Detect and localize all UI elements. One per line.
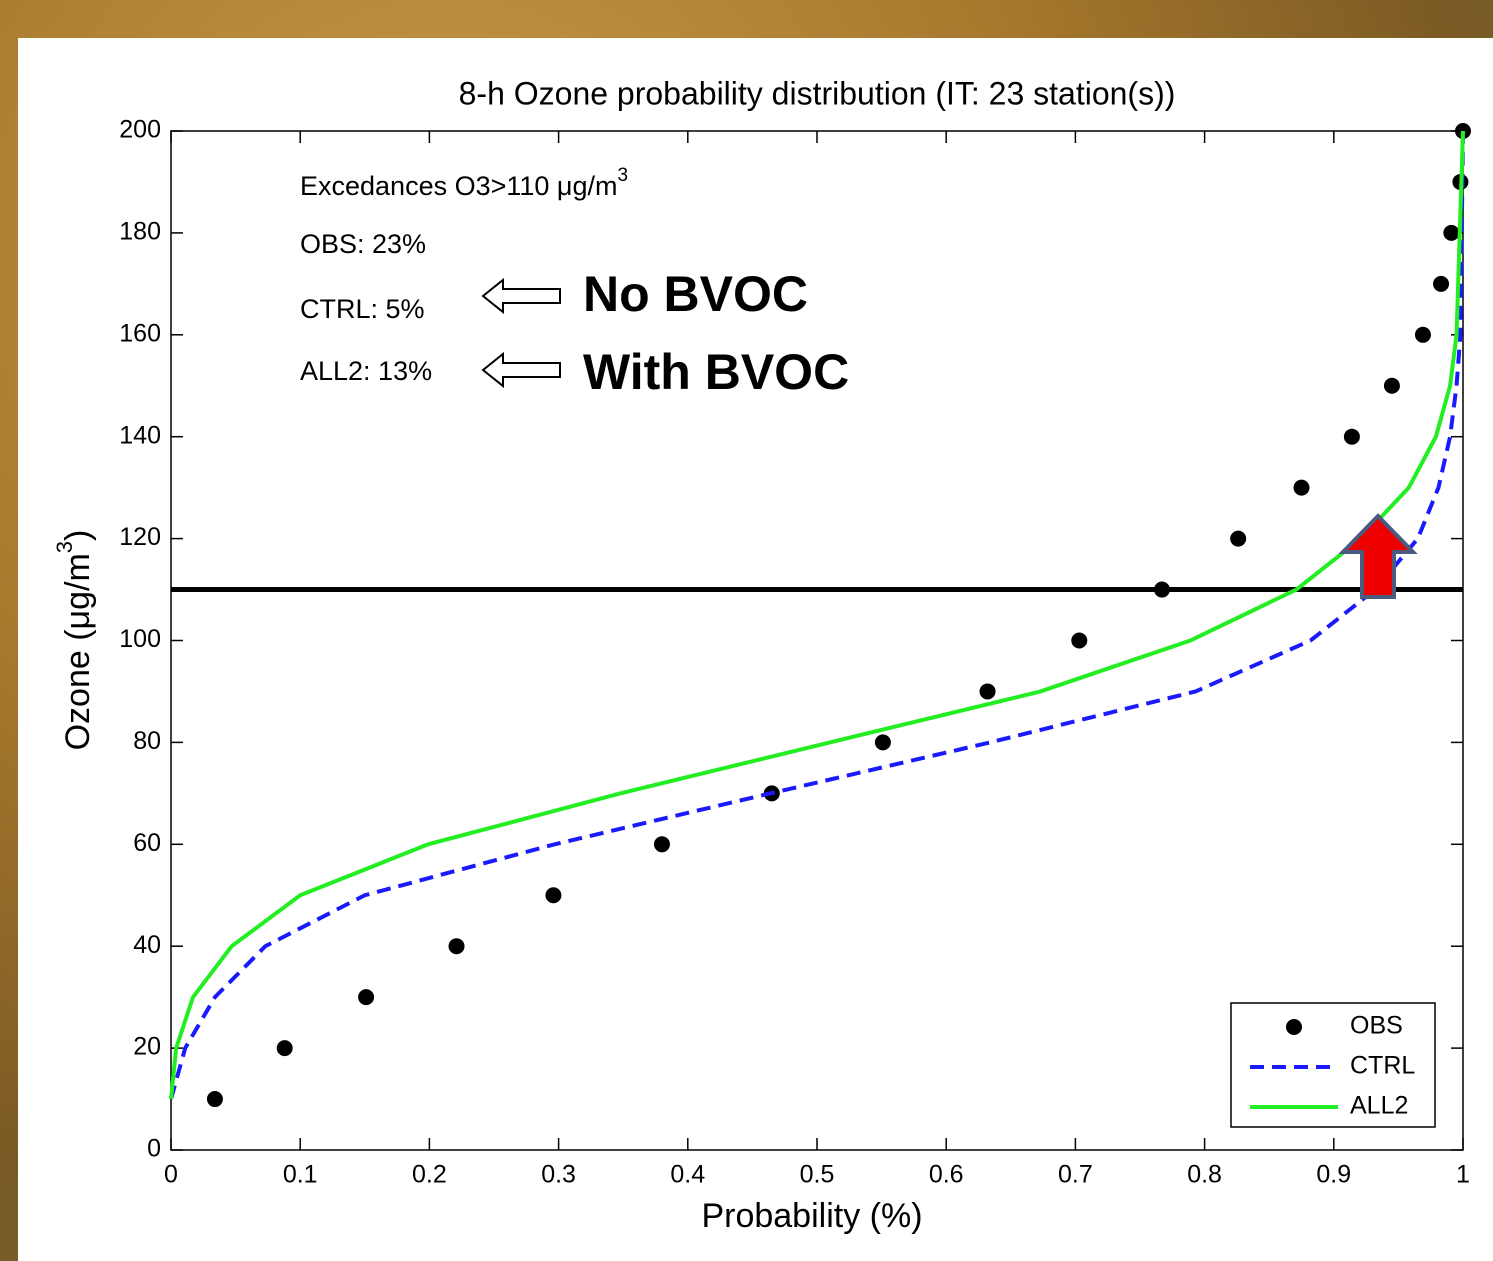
y-axis-label-end: ) (59, 530, 97, 541)
obs-point (653, 836, 670, 853)
y-axis-label: Ozone (μg/m3) (52, 530, 97, 751)
obs-point (276, 1040, 293, 1057)
obs-point (979, 683, 996, 700)
y-tick-label: 200 (119, 116, 161, 144)
x-tick-label: 0.9 (1316, 1161, 1351, 1189)
x-tick-label: 1 (1456, 1161, 1470, 1189)
y-tick-label: 180 (119, 218, 161, 246)
obs-point (358, 989, 375, 1006)
x-tick-label: 0 (164, 1161, 178, 1189)
arrow-ctrl (481, 277, 561, 315)
legend-label: OBS (1350, 1012, 1403, 1040)
obs-point (1383, 377, 1400, 394)
annotation-no-bvoc: No BVOC (583, 266, 808, 322)
y-tick-label: 40 (133, 931, 161, 959)
legend-marker (1286, 1019, 1302, 1035)
y-tick-label: 120 (119, 523, 161, 551)
annotation-ctrl: CTRL: 5% (300, 294, 425, 324)
obs-point (1153, 581, 1170, 598)
y-axis-label-sup: 3 (52, 541, 77, 553)
y-tick-label: 0 (147, 1135, 161, 1163)
series-line (169, 130, 1465, 1100)
x-axis-label: Probability (%) (701, 1197, 922, 1235)
y-tick-label: 160 (119, 319, 161, 347)
obs-point (874, 734, 891, 751)
obs-point (545, 887, 562, 904)
chart-title: 8-h Ozone probability distribution (IT: … (459, 75, 1176, 111)
obs-point (448, 938, 465, 955)
obs-point (1230, 530, 1247, 547)
x-tick-label: 0.5 (800, 1161, 835, 1189)
x-tick-label: 0.4 (670, 1161, 705, 1189)
arrow-all2 (481, 351, 561, 389)
obs-point (206, 1091, 223, 1108)
obs-point (1433, 275, 1450, 292)
annotation-heading-text: Excedances O3>110 μg/m (300, 171, 618, 201)
y-tick-label: 20 (133, 1033, 161, 1061)
highlight-arrow (1338, 513, 1418, 599)
obs-point (1443, 224, 1460, 241)
legend-label: CTRL (1350, 1052, 1415, 1080)
y-axis-label-text: Ozone (μg/m (59, 553, 97, 750)
series-line (169, 130, 1465, 1100)
x-tick-label: 0.7 (1058, 1161, 1093, 1189)
obs-point (1293, 479, 1310, 496)
x-tick-label: 0.2 (412, 1161, 447, 1189)
obs-point (1071, 632, 1088, 649)
x-tick-label: 0.8 (1187, 1161, 1222, 1189)
x-tick-label: 0.1 (283, 1161, 318, 1189)
annotation-heading: Excedances O3>110 μg/m3 (300, 165, 628, 201)
y-tick-label: 140 (119, 421, 161, 449)
annotation-obs: OBS: 23% (300, 229, 426, 259)
x-tick-label: 0.3 (541, 1161, 576, 1189)
y-tick-label: 100 (119, 625, 161, 653)
plot-area: 0 0.1 0.2 0.3 0.4 0.5 0.6 0.7 0.8 0.9 1 0 20 40 60 80 10… (119, 116, 1471, 1189)
annotation-heading-sup: 3 (618, 165, 629, 186)
x-tick-label: 0.6 (929, 1161, 964, 1189)
y-tick-label: 60 (133, 829, 161, 857)
obs-point (1414, 326, 1431, 343)
annotation-with-bvoc: With BVOC (583, 344, 849, 400)
obs-point (1343, 428, 1360, 445)
y-tick-label: 80 (133, 727, 161, 755)
annotation-all2: ALL2: 13% (300, 356, 432, 386)
legend-label: ALL2 (1350, 1092, 1408, 1120)
